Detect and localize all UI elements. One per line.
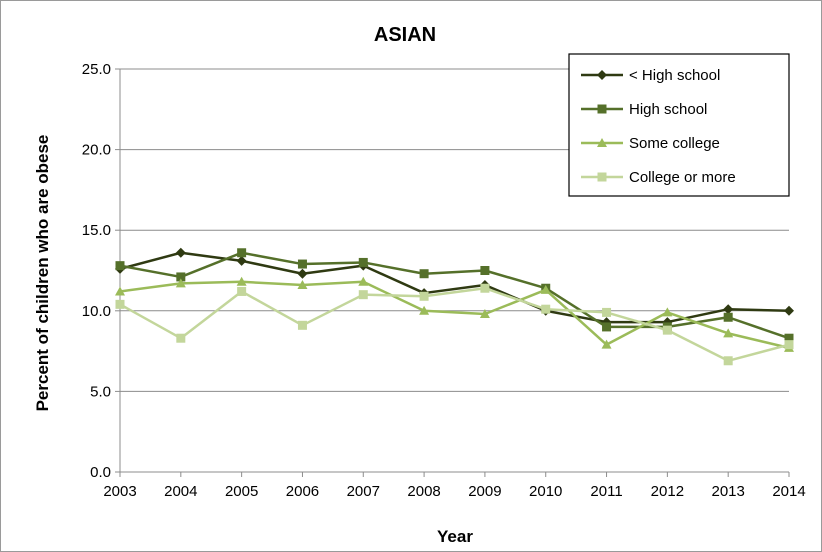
x-tick-label: 2007 bbox=[347, 483, 380, 500]
x-tick-label: 2013 bbox=[711, 483, 744, 500]
series-group bbox=[115, 248, 794, 366]
data-point bbox=[723, 304, 733, 314]
series-line bbox=[120, 253, 789, 338]
data-point bbox=[480, 266, 489, 275]
data-point bbox=[784, 306, 794, 316]
x-tick-label: 2005 bbox=[225, 483, 258, 500]
x-tick-label: 2008 bbox=[407, 483, 440, 500]
data-point bbox=[237, 248, 246, 257]
legend-marker bbox=[598, 173, 607, 182]
x-tick-label: 2010 bbox=[529, 483, 562, 500]
data-point bbox=[116, 300, 125, 309]
data-point bbox=[420, 269, 429, 278]
chart-title: ASIAN bbox=[374, 24, 436, 46]
legend-label: < High school bbox=[629, 67, 720, 84]
x-tick-labels: 2003 2004 2005 2006 2007 2008 2009 2010 2011 2012… bbox=[103, 483, 805, 500]
data-point bbox=[662, 307, 672, 316]
x-tick-label: 2004 bbox=[164, 483, 197, 500]
y-tick-labels: 0.0 5.0 10.0 15.0 20.0 25.0 bbox=[82, 61, 111, 481]
data-point bbox=[297, 269, 307, 279]
data-point bbox=[785, 340, 794, 349]
x-axis-label: Year bbox=[437, 527, 473, 546]
data-point bbox=[663, 326, 672, 335]
legend-label: High school bbox=[629, 101, 707, 118]
data-point bbox=[724, 313, 733, 322]
x-tick-label: 2011 bbox=[590, 483, 622, 500]
legend-label: College or more bbox=[629, 169, 736, 186]
data-point bbox=[359, 258, 368, 267]
y-tick-label: 5.0 bbox=[90, 383, 111, 400]
data-point bbox=[237, 256, 247, 266]
legend: < High school High school Some college Coll… bbox=[569, 54, 789, 196]
x-tick-label: 2012 bbox=[651, 483, 684, 500]
y-tick-label: 0.0 bbox=[90, 464, 111, 481]
data-point bbox=[298, 260, 307, 269]
data-point bbox=[116, 261, 125, 270]
y-tick-label: 10.0 bbox=[82, 303, 111, 320]
y-tick-label: 15.0 bbox=[82, 222, 111, 239]
series-4 bbox=[116, 284, 794, 366]
series-2 bbox=[116, 248, 794, 342]
y-tick-label: 25.0 bbox=[82, 61, 111, 78]
x-tick-label: 2003 bbox=[103, 483, 136, 500]
series-1 bbox=[115, 248, 794, 327]
x-tick-label: 2006 bbox=[286, 483, 319, 500]
data-point bbox=[602, 322, 611, 331]
x-tick-label: 2014 bbox=[772, 483, 805, 500]
data-point bbox=[602, 308, 611, 317]
data-point bbox=[359, 290, 368, 299]
data-point bbox=[420, 292, 429, 301]
y-tick-label: 20.0 bbox=[82, 142, 111, 159]
x-tick-label: 2009 bbox=[468, 483, 501, 500]
data-point bbox=[298, 321, 307, 330]
y-axis-label: Percent of children who are obese bbox=[33, 135, 52, 412]
data-point bbox=[237, 287, 246, 296]
data-point bbox=[176, 248, 186, 258]
data-point bbox=[480, 284, 489, 293]
data-point bbox=[724, 356, 733, 365]
data-point bbox=[176, 334, 185, 343]
data-point bbox=[541, 305, 550, 314]
legend-label: Some college bbox=[629, 135, 720, 152]
legend-marker bbox=[598, 105, 607, 114]
